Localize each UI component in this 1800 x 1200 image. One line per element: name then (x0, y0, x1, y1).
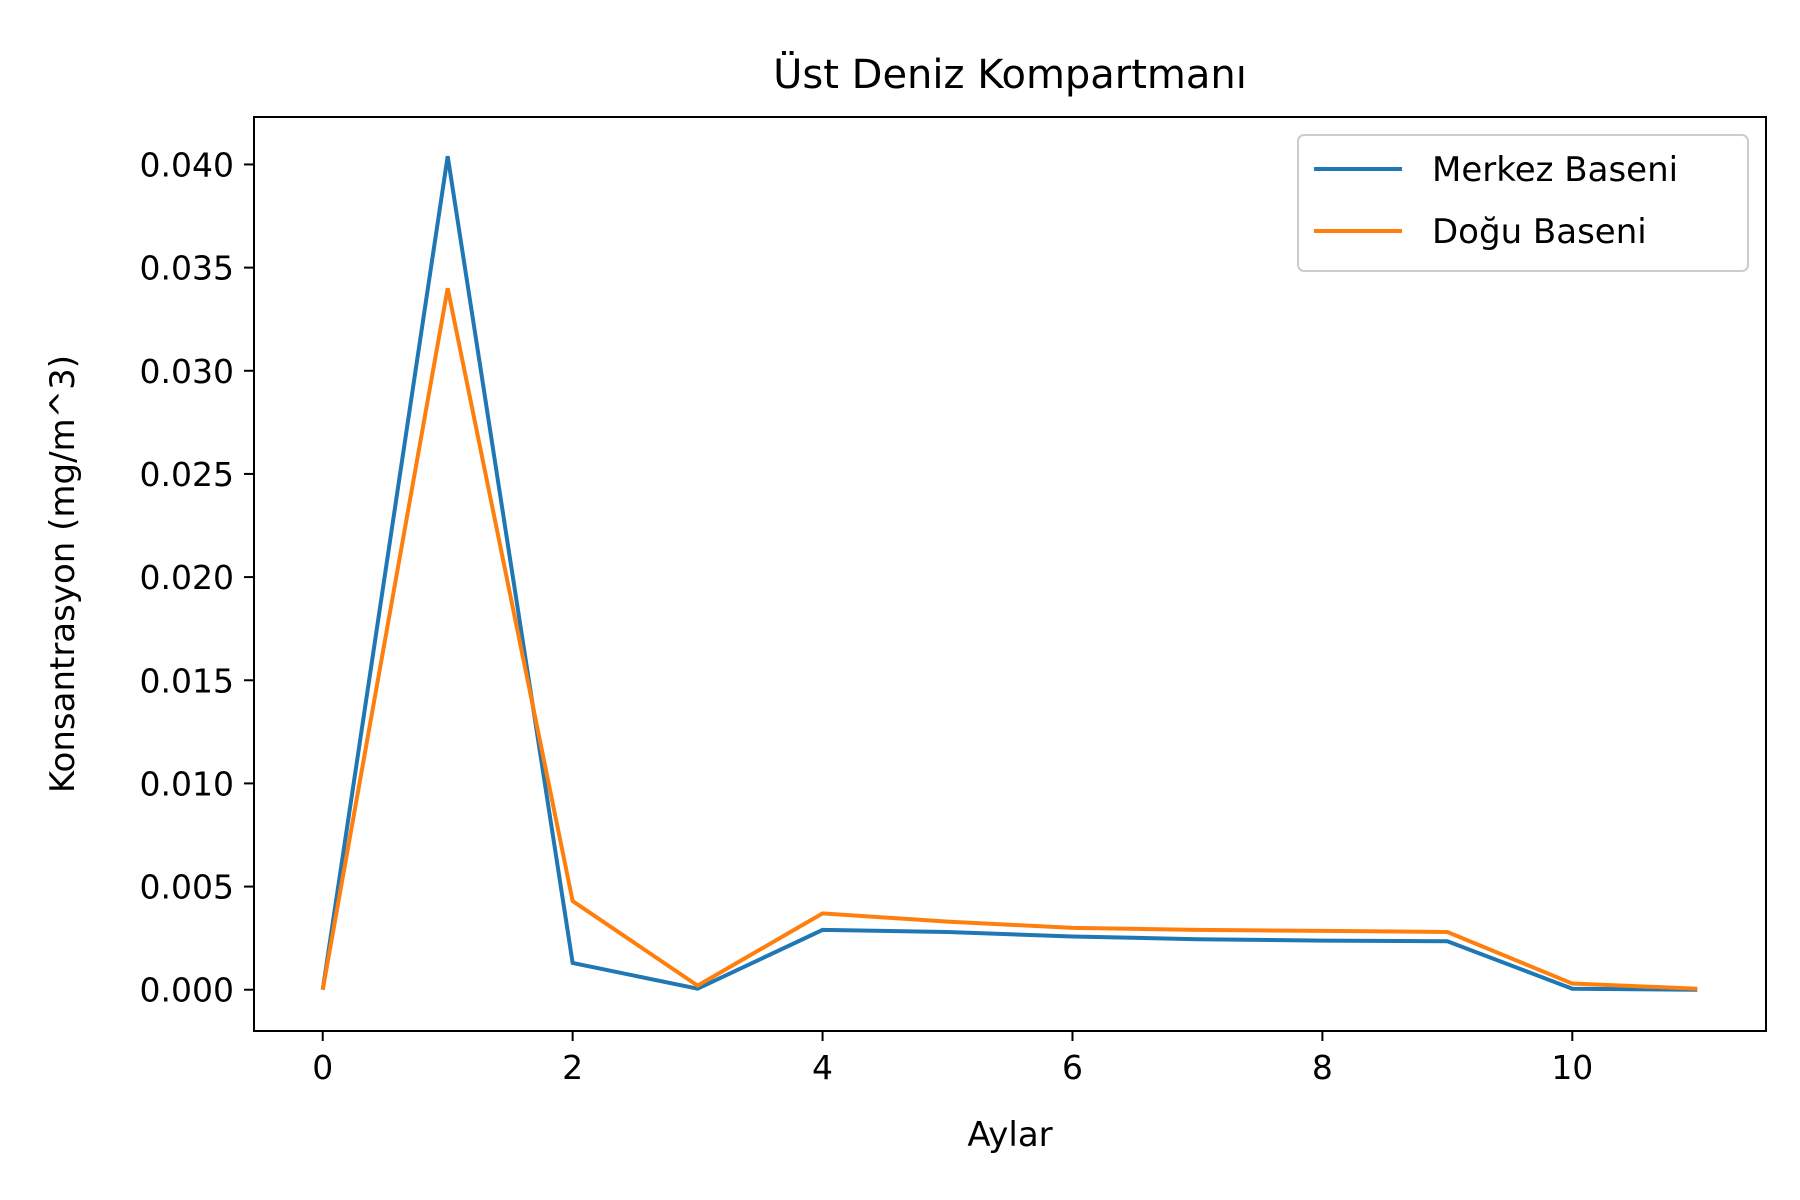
plot-frame (253, 116, 1767, 1032)
y-tick-label: 0.020 (140, 558, 234, 597)
series-line-0 (320, 155, 1698, 992)
y-tick-label: 0.035 (140, 249, 234, 288)
x-tick-label: 2 (562, 1048, 583, 1087)
y-axis: 0.000 0.005 0.010 0.015 0.020 0.025 0.030 0.035… (140, 145, 254, 1010)
series-line-1 (320, 287, 1698, 991)
chart-title: Üst Deniz Kompartmanı (773, 50, 1247, 98)
legend-box (1297, 134, 1749, 272)
x-axis-label: Aylar (967, 1115, 1052, 1155)
y-tick-label: 0.005 (140, 868, 234, 907)
y-tick-label: 0.025 (140, 455, 234, 494)
legend: Merkez Baseni Doğu Baseni (1297, 134, 1749, 272)
x-tick-label: 4 (812, 1048, 833, 1087)
y-tick-label: 0.015 (140, 661, 234, 700)
y-axis-label: Konsantrasyon (mg/m^3) (43, 355, 83, 793)
y-tick-label: 0.000 (140, 971, 234, 1010)
x-tick-label: 8 (1312, 1048, 1333, 1087)
x-tick-label: 0 (312, 1048, 333, 1087)
y-tick-label: 0.010 (140, 764, 234, 803)
legend-label-0: Merkez Baseni (1432, 150, 1678, 190)
y-tick-label: 0.030 (140, 352, 234, 391)
x-tick-label: 10 (1551, 1048, 1593, 1087)
y-tick-label: 0.040 (140, 145, 234, 184)
legend-label-1: Doğu Baseni (1432, 212, 1647, 252)
x-tick-label: 6 (1062, 1048, 1083, 1087)
series-layer (320, 155, 1698, 992)
x-axis: 0 2 4 6 8 10 (312, 1031, 1593, 1087)
